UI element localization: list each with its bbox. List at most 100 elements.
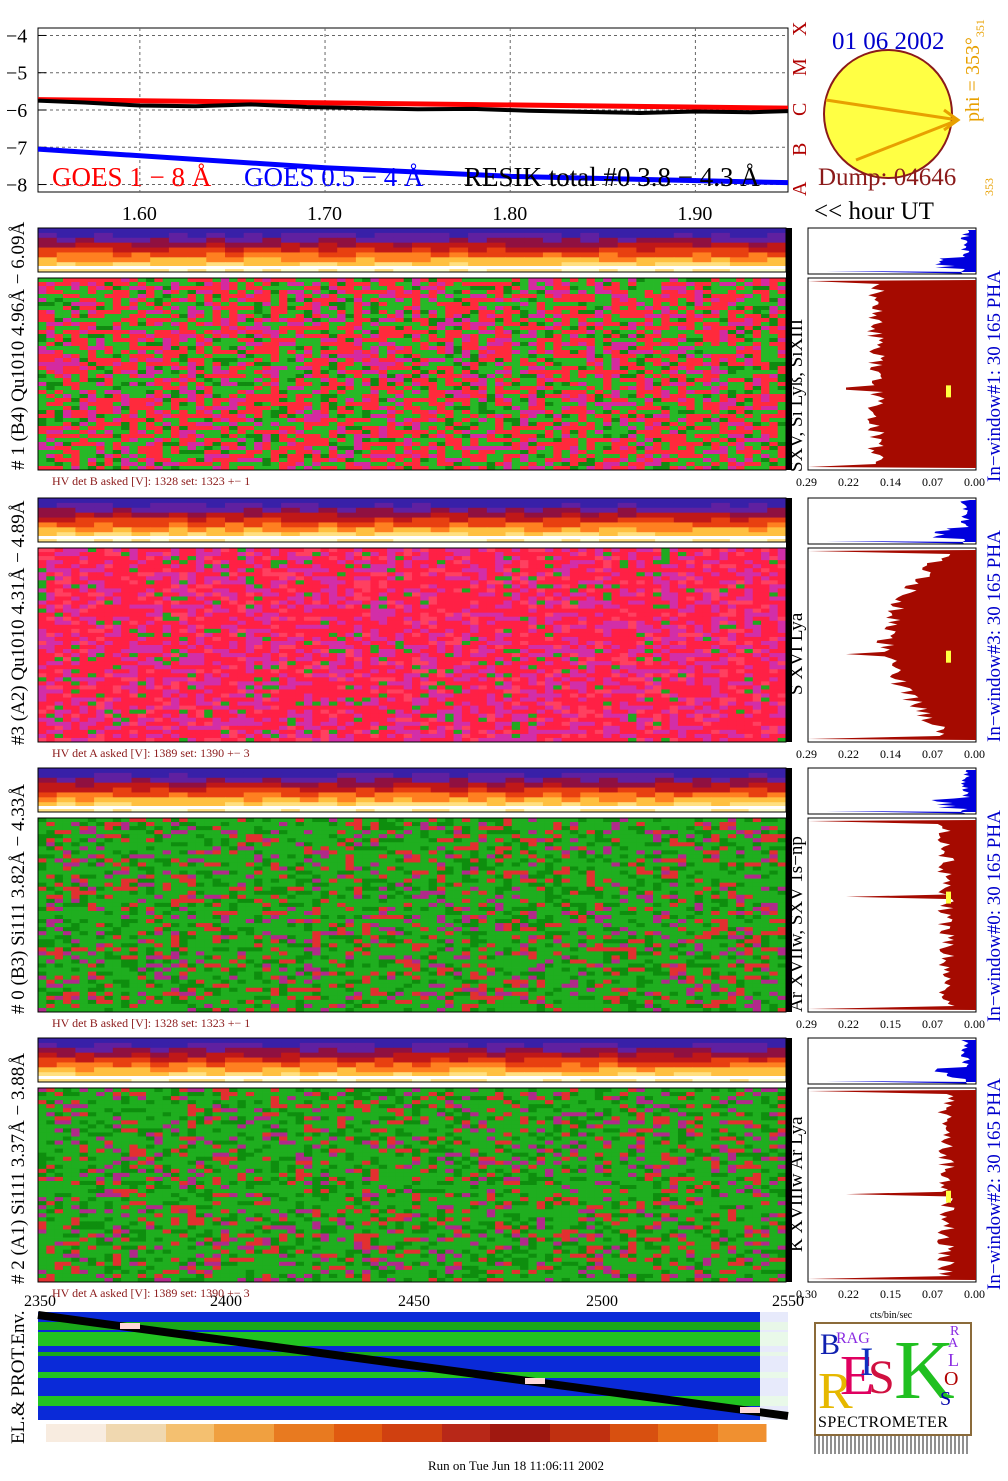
hour-ut-label: << hour UT — [814, 198, 934, 226]
env-colorscale-cell — [334, 1424, 347, 1442]
env-colorscale-cell — [730, 1424, 743, 1442]
pha-2-label: In−window#2: 30 165 PHA — [984, 1078, 1006, 1290]
detector-1-label: # 1 (B4) Qu1010 4.96Å − 6.09Å — [8, 222, 30, 470]
hv-2-label: HV det A asked [V]: 1389 set: 1390 +− 3 — [52, 1286, 250, 1301]
env-colorscale-cell — [562, 1424, 575, 1442]
profile-tick-label: 0.14 — [880, 475, 901, 489]
env-colorscale-cell — [538, 1424, 551, 1442]
logo-s2: S — [940, 1388, 951, 1411]
y-tick-label: −5 — [6, 63, 27, 85]
detector-3-lines: S XVI Lya — [786, 613, 808, 695]
phi-label: phi = 353°351 — [962, 19, 988, 122]
y-tick-label: −4 — [6, 25, 27, 47]
env-colorscale-cell — [718, 1424, 731, 1442]
env-colorscale-cell — [310, 1424, 323, 1442]
flare-class-letter: C — [789, 103, 811, 116]
logo-l: L — [948, 1350, 959, 1371]
y-tick-label: −8 — [6, 175, 27, 197]
pha-3-label: In−window#3: 30 165 PHA — [984, 530, 1006, 742]
bottom-x-tick: 2450 — [398, 1293, 430, 1310]
env-band — [38, 1352, 788, 1356]
env-colorscale-cell — [742, 1424, 755, 1442]
profile-tick-label: 0.07 — [922, 475, 943, 489]
env-colorscale-cell — [646, 1424, 659, 1442]
env-colorscale-cell — [682, 1424, 695, 1442]
profile-marker — [946, 385, 951, 397]
profile-marker — [946, 892, 951, 904]
phi-value: phi = 353° — [962, 37, 984, 122]
hv-1-label: HV det B asked [V]: 1328 set: 1323 +− 1 — [52, 474, 250, 489]
profile-marker — [946, 651, 951, 663]
env-colorscale-cell — [274, 1424, 287, 1442]
env-colorscale-cell — [346, 1424, 359, 1442]
env-colorscale-cell — [226, 1424, 239, 1442]
profile-tick-label: 0.22 — [838, 475, 859, 489]
logo-i: I — [860, 1338, 873, 1385]
env-colorscale-cell — [610, 1424, 623, 1442]
bragg-resik-solar-logo: B RAG R E S I K S O L A R SPECTROMETER — [814, 1322, 972, 1458]
env-colorscale-cell — [298, 1424, 311, 1442]
env-colorscale-cell — [46, 1424, 59, 1442]
env-gap — [760, 1312, 788, 1420]
y-tick-label: −7 — [6, 137, 27, 159]
x-tick-label: 1.80 — [492, 203, 527, 225]
env-colorscale-cell — [394, 1424, 407, 1442]
env-colorscale-cell — [214, 1424, 227, 1442]
profile-tick-label: 0.00 — [964, 747, 985, 761]
env-colorscale-cell — [490, 1424, 503, 1442]
env-colorscale-cell — [262, 1424, 275, 1442]
env-colorscale-cell — [118, 1424, 131, 1442]
env-colorscale-cell — [58, 1424, 71, 1442]
env-colorscale-cell — [454, 1424, 467, 1442]
flare-class-letter: M — [789, 58, 811, 76]
env-colorscale-cell — [658, 1424, 671, 1442]
profile-tick-label: 0.07 — [922, 747, 943, 761]
env-colorscale-cell — [70, 1424, 83, 1442]
hv-3-label: HV det A asked [V]: 1389 set: 1390 +− 3 — [52, 746, 250, 761]
env-colorscale-cell — [622, 1424, 635, 1442]
env-band — [38, 1372, 788, 1378]
flare-class-letter: A — [789, 181, 811, 196]
env-colorscale-cell — [478, 1424, 491, 1442]
env-colorscale-cell — [202, 1424, 215, 1442]
legend-goes-long: GOES 1 − 8 Å — [52, 162, 211, 193]
env-trace-marker — [120, 1323, 140, 1329]
detector-panel-2 — [38, 768, 976, 1012]
env-colorscale-cell — [526, 1424, 539, 1442]
env-colorscale-cell — [82, 1424, 95, 1442]
env-colorscale-cell — [250, 1424, 263, 1442]
profile-marker — [946, 1191, 951, 1203]
env-colorscale-cell — [634, 1424, 647, 1442]
env-colorscale-cell — [166, 1424, 179, 1442]
x-tick-label: 1.90 — [677, 203, 712, 225]
env-colorscale-cell — [550, 1424, 563, 1442]
bottom-x-tick: 2550 — [772, 1293, 804, 1310]
profile-tick-label: 0.29 — [796, 1017, 817, 1031]
env-label: EL.& PROT.Env. — [8, 1310, 30, 1444]
logo-o: O — [944, 1368, 958, 1391]
dump-label: Dump: 04646 — [818, 164, 956, 192]
env-colorscale-cell — [142, 1424, 155, 1442]
profile-tick-label: 0.22 — [838, 1287, 859, 1301]
legend-goes-short: GOES 0.5 − 4 Å — [244, 162, 423, 193]
env-colorscale-cell — [706, 1424, 719, 1442]
detector-0-label: # 0 (B3) Si111 3.82Å − 4.33Å — [8, 784, 30, 1014]
y-tick-label: −6 — [6, 100, 27, 122]
env-colorscale-cell — [406, 1424, 419, 1442]
cts-unit-label: cts/bin/sec — [870, 1310, 912, 1321]
profile-tick-label: 0.07 — [922, 1287, 943, 1301]
env-colorscale-cell — [190, 1424, 203, 1442]
env-colorscale-cell — [106, 1424, 119, 1442]
env-colorscale-cell — [238, 1424, 251, 1442]
logo-fineprint — [814, 1436, 968, 1454]
pha-histogram-frame — [808, 1038, 976, 1084]
x-tick-label: 1.60 — [122, 203, 157, 225]
flare-class-letter: X — [789, 21, 811, 36]
env-colorscale-cell — [154, 1424, 167, 1442]
profile-tick-label: 0.15 — [880, 1017, 901, 1031]
profile-tick-label: 0.07 — [922, 1017, 943, 1031]
pha-0-label: In−window#0: 30 165 PHA — [984, 810, 1006, 1022]
detector-panel-0 — [38, 228, 976, 470]
profile-tick-label: 0.15 — [880, 1287, 901, 1301]
detector-2-lines: K XVIIIw Ar Lya — [786, 1116, 808, 1252]
